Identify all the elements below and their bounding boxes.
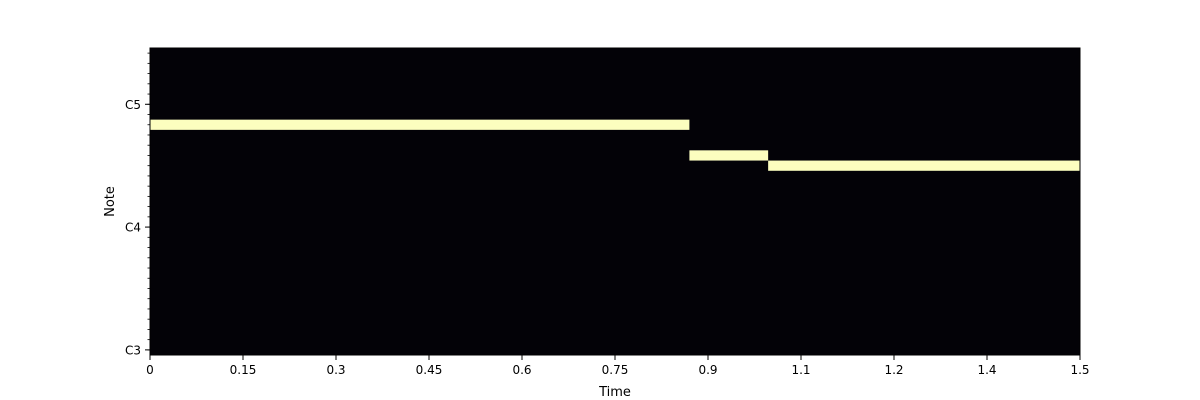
x-tick-label-8: 1.2 bbox=[884, 363, 903, 377]
x-tick-label-10: 1.5 bbox=[1070, 363, 1089, 377]
note-bar-1 bbox=[150, 119, 690, 130]
y-tick-label-0: C3 bbox=[125, 343, 141, 357]
x-axis: 0 0.15 0.3 0.45 0.6 0.75 0.9 1.1 1.2 1.4 1.5 bbox=[146, 355, 1090, 377]
y-tick-label-1: C4 bbox=[125, 221, 141, 235]
x-tick-label-5: 0.75 bbox=[602, 363, 629, 377]
x-tick-label-6: 0.9 bbox=[698, 363, 717, 377]
x-tick-label-4: 0.6 bbox=[512, 363, 531, 377]
x-tick-label-7: 1.1 bbox=[791, 363, 810, 377]
x-tick-label-2: 0.3 bbox=[326, 363, 345, 377]
x-tick-label-1: 0.15 bbox=[230, 363, 257, 377]
note-bar-3 bbox=[768, 160, 1080, 171]
y-tick-label-2: C5 bbox=[125, 98, 141, 112]
plot-background bbox=[150, 48, 1080, 355]
notes-layer bbox=[150, 119, 1080, 171]
x-tick-label-0: 0 bbox=[146, 363, 154, 377]
x-tick-label-9: 1.4 bbox=[977, 363, 996, 377]
x-axis-title: Time bbox=[598, 385, 631, 400]
y-axis-title: Note bbox=[103, 186, 118, 217]
x-tick-label-3: 0.45 bbox=[416, 363, 443, 377]
note-bar-2 bbox=[689, 150, 769, 161]
y-axis: C3 C4 C5 bbox=[125, 52, 150, 357]
